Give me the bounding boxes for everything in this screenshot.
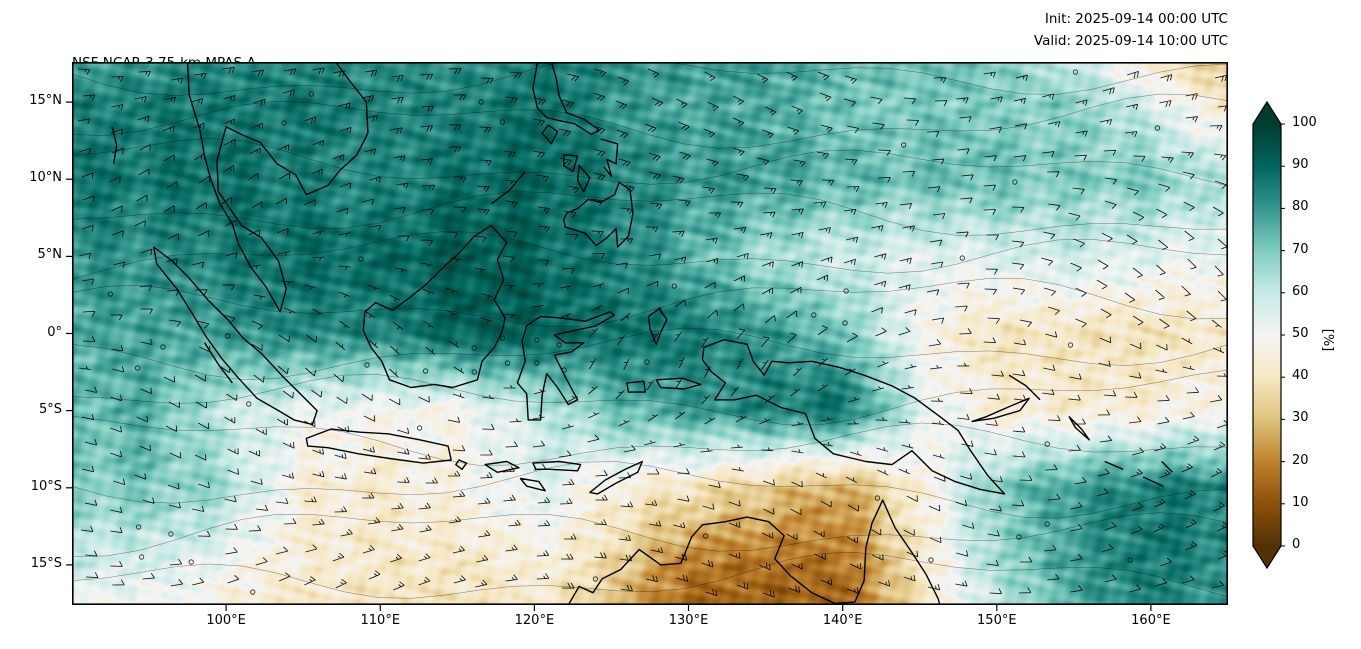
y-tick-label: 5°S (38, 401, 62, 417)
x-tick-label: 130°E (668, 613, 709, 628)
colorbar-tick-label: 100 (1292, 115, 1317, 130)
valid-time: Valid: 2025-09-14 10:00 UTC (1033, 33, 1228, 49)
colorbar-tick-label: 70 (1292, 241, 1309, 257)
colorbar-gradient (1252, 100, 1285, 570)
y-tick-label: 5°N (37, 247, 63, 263)
map-overlay-svg (66, 62, 1229, 611)
humidity-field-canvas (72, 62, 1228, 605)
colorbar-tick-label: 80 (1292, 199, 1309, 215)
colorbar-tick-label: 20 (1292, 452, 1309, 468)
x-tick-label: 140°E (822, 613, 863, 628)
y-tick-label: 10°S (30, 478, 62, 494)
y-tick-label: 15°N (29, 93, 62, 109)
colorbar-tick-label: 0 (1292, 537, 1301, 552)
colorbar-tick-label: 40 (1292, 368, 1309, 384)
coastlines (111, 62, 1173, 605)
colorbar-bar (1252, 100, 1282, 570)
map-plot-area (66, 62, 1229, 611)
run-times: Init: 2025-09-14 00:00 UTC Valid: 2025-0… (72, 8, 1228, 52)
colorbar: 0 10 20 30 40 50 60 70 80 90 100 [%] (1250, 100, 1360, 580)
height-contours (72, 62, 1228, 599)
y-tick-label: 15°S (30, 555, 62, 571)
x-tick-label: 160°E (1131, 613, 1171, 628)
y-tick-label: 10°N (29, 170, 62, 186)
colorbar-tick-label: 10 (1292, 494, 1309, 510)
wind-barbs (77, 66, 1228, 598)
init-time: Init: 2025-09-14 00:00 UTC (1044, 11, 1228, 27)
y-tick-label: 0° (47, 324, 62, 340)
colorbar-tick-label: 30 (1292, 410, 1309, 426)
colorbar-tick-label: 50 (1292, 326, 1309, 341)
x-tick-label: 120°E (514, 613, 555, 628)
plot-frame (72, 62, 1229, 606)
colorbar-tick-label: 60 (1292, 283, 1309, 299)
x-tick-label: 110°E (360, 613, 401, 628)
x-tick-label: 100°E (206, 613, 246, 628)
x-tick-label: 150°E (977, 613, 1017, 628)
colorbar-unit-label: [%] (1320, 328, 1335, 352)
colorbar-tick-label: 90 (1292, 157, 1309, 173)
